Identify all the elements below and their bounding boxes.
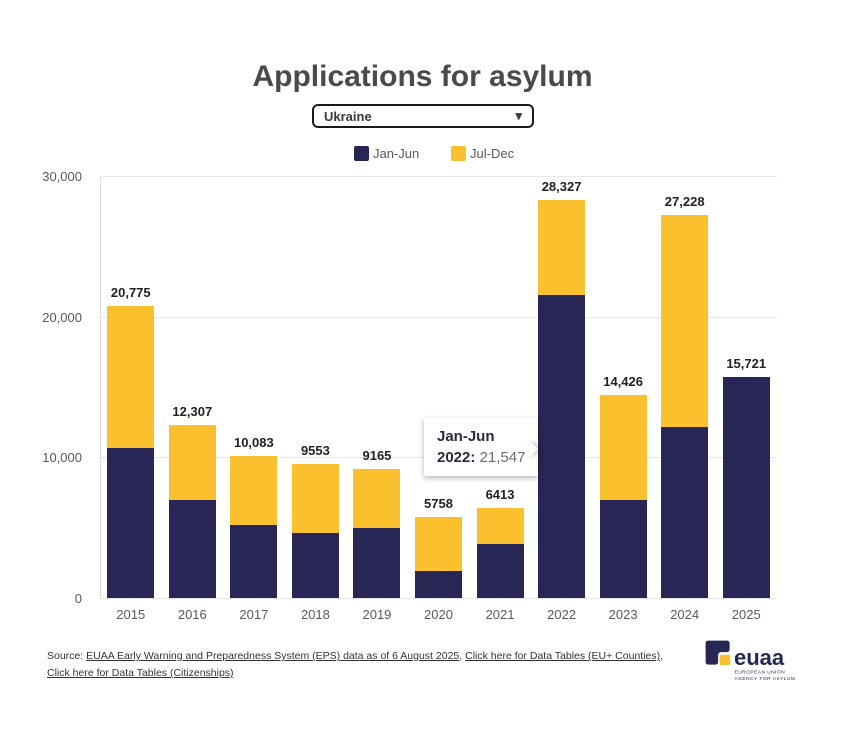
svg-text:EUROPEAN UNION: EUROPEAN UNION [735, 670, 786, 676]
svg-text:euaa: euaa [734, 645, 785, 670]
svg-text:AGENCY FOR ASYLUM: AGENCY FOR ASYLUM [735, 676, 796, 682]
